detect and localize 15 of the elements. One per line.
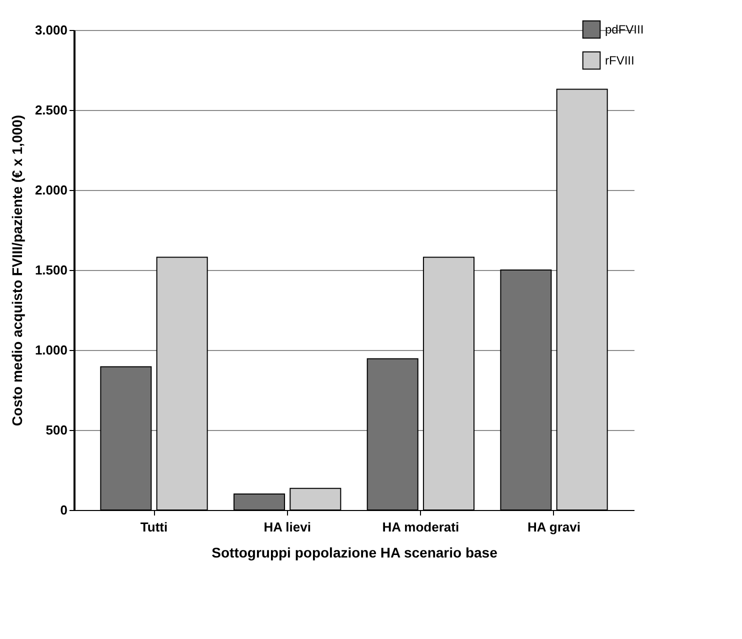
y-tick-label: 1.000	[34, 342, 68, 358]
y-tick-label: 2.000	[34, 182, 68, 198]
y-tick-label: 3.000	[34, 22, 68, 38]
x-tick-label: HA lievi	[264, 520, 311, 534]
y-tick-label: 0	[60, 502, 68, 518]
legend-label: rFVIII	[605, 54, 634, 68]
x-tick-label: HA moderati	[382, 520, 460, 534]
x-tick-label: HA gravi	[528, 520, 580, 534]
x-axis-title: Sottogruppi popolazione HA scenario base	[212, 544, 498, 560]
legend-label: pdFVIII	[605, 22, 644, 36]
y-tick-label: 500	[46, 422, 68, 438]
y-tick-label: 1.500	[34, 262, 68, 278]
y-tick-label: 2.500	[34, 102, 68, 118]
y-axis-title: Costo medio acquisto FVIII/paziente (€ x 1,000)	[8, 114, 25, 426]
x-tick-label: Tutti	[140, 520, 168, 534]
